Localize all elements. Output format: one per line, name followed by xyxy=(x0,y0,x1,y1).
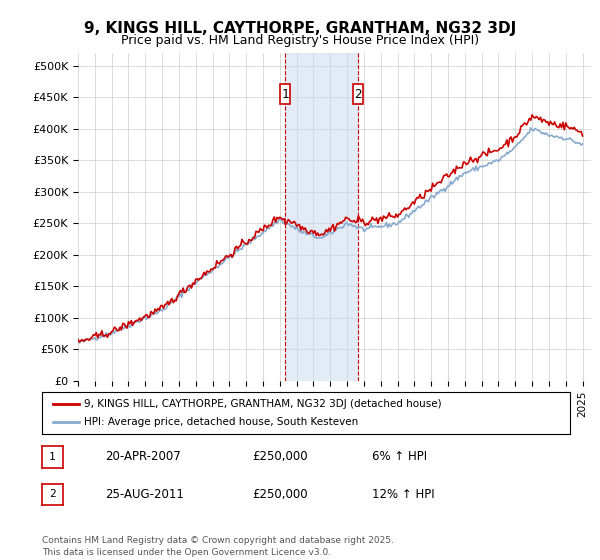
Text: HPI: Average price, detached house, South Kesteven: HPI: Average price, detached house, Sout… xyxy=(84,417,358,427)
Text: 2: 2 xyxy=(354,88,362,101)
FancyBboxPatch shape xyxy=(353,84,362,104)
Text: 25-AUG-2011: 25-AUG-2011 xyxy=(105,488,184,501)
Text: 6% ↑ HPI: 6% ↑ HPI xyxy=(372,450,427,464)
Text: Contains HM Land Registry data © Crown copyright and database right 2025.
This d: Contains HM Land Registry data © Crown c… xyxy=(42,536,394,557)
Text: 20-APR-2007: 20-APR-2007 xyxy=(105,450,181,464)
FancyBboxPatch shape xyxy=(280,84,290,104)
Bar xyxy=(285,53,358,381)
Text: £250,000: £250,000 xyxy=(252,488,308,501)
Text: Price paid vs. HM Land Registry's House Price Index (HPI): Price paid vs. HM Land Registry's House … xyxy=(121,34,479,46)
Text: 1: 1 xyxy=(49,452,56,462)
Text: 9, KINGS HILL, CAYTHORPE, GRANTHAM, NG32 3DJ: 9, KINGS HILL, CAYTHORPE, GRANTHAM, NG32… xyxy=(84,21,516,36)
Text: 9, KINGS HILL, CAYTHORPE, GRANTHAM, NG32 3DJ (detached house): 9, KINGS HILL, CAYTHORPE, GRANTHAM, NG32… xyxy=(84,399,442,409)
Text: 2: 2 xyxy=(49,489,56,500)
Text: £250,000: £250,000 xyxy=(252,450,308,464)
Text: 1: 1 xyxy=(281,88,289,101)
Text: 12% ↑ HPI: 12% ↑ HPI xyxy=(372,488,434,501)
